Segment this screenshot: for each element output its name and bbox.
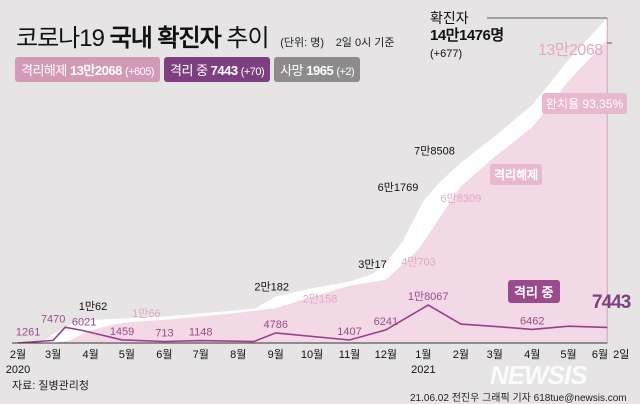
- legend-change: (+70): [240, 66, 265, 78]
- legend-label: 격리 중: [170, 63, 208, 78]
- total-label: 확진자: [430, 10, 469, 26]
- released-total-label: 13만2068: [538, 42, 603, 59]
- data-label: 3만17: [358, 258, 386, 271]
- recovery-rate-badge: 완치율 93.35%: [542, 93, 628, 114]
- legend-label: 사망: [280, 63, 304, 78]
- x-tick-label: 2일: [613, 347, 629, 361]
- data-label: 6462: [520, 315, 544, 327]
- x-tick-label: 2월: [10, 348, 26, 361]
- newsis-watermark: NEWSIS: [490, 360, 588, 390]
- x-tick-label: 3월: [45, 348, 61, 361]
- data-label: 2만182: [254, 281, 289, 294]
- unit-label: (단위: 명): [280, 37, 325, 49]
- legend-released: 격리해제 13만2068 (+605): [15, 57, 161, 82]
- legend-change: (+2): [336, 66, 355, 78]
- legend-value: 13만2068: [69, 63, 122, 78]
- legend-change: (+605): [124, 66, 155, 78]
- isolation-last-value: 7443: [592, 292, 631, 313]
- total-confirmed: 확진자 14만1476명 (+677): [430, 9, 504, 63]
- data-label: 2만158: [303, 293, 338, 306]
- data-label: 1459: [110, 326, 134, 338]
- x-tick-label: 2월: [453, 348, 469, 361]
- data-label: 7만8508: [414, 145, 455, 158]
- x-tick-label: 1월: [415, 348, 431, 361]
- data-label: 1만62: [79, 300, 107, 313]
- source-label: 자료: 질병관리청: [12, 380, 89, 392]
- total-value: 14만1476명: [430, 27, 504, 44]
- title-light: 코로나19: [16, 25, 105, 52]
- legend-deaths: 사망 1965 (+2): [274, 57, 361, 82]
- x-year-label: 2020: [6, 364, 30, 376]
- x-tick-label: 5월: [119, 348, 135, 361]
- data-label: 713: [155, 328, 173, 340]
- x-tick-label: 9월: [268, 348, 284, 361]
- data-label: 6021: [72, 316, 96, 328]
- data-label: 4786: [263, 319, 287, 331]
- title-end: 추이: [226, 25, 269, 52]
- legend-value: 7443: [210, 63, 238, 78]
- x-tick-label: 7월: [193, 348, 209, 361]
- x-tick-label: 10월: [301, 348, 323, 361]
- x-tick-label: 11월: [339, 348, 361, 361]
- data-label: 1261: [16, 326, 40, 338]
- total-change: (+677): [430, 48, 463, 60]
- x-tick-label: 8월: [230, 348, 246, 361]
- released-tag: 격리해제: [490, 164, 543, 185]
- x-tick-label: 3월: [487, 348, 503, 361]
- basis-label: 2일 0시 기준: [335, 37, 395, 49]
- x-tick-label: 12월: [375, 348, 397, 361]
- data-label: 1407: [337, 326, 361, 338]
- data-label: 7470: [41, 313, 65, 325]
- data-label: 1148: [189, 327, 213, 339]
- isolation-tag: 격리 중: [508, 280, 560, 303]
- x-tick-label: 6월: [156, 348, 172, 361]
- data-label: 6만8309: [441, 192, 482, 205]
- data-label: 1만66: [132, 307, 160, 320]
- data-label: 4만703: [401, 255, 436, 268]
- legend-value: 1965: [306, 63, 334, 78]
- data-label: 1만8067: [408, 290, 449, 303]
- released-area: [18, 39, 608, 343]
- legend-isolation: 격리 중 7443 (+70): [164, 57, 271, 82]
- x-year-label: 2021: [411, 364, 435, 376]
- title-bold: 국내 확진자: [109, 25, 222, 52]
- x-tick-label: 4월: [82, 348, 98, 361]
- data-label: 6241: [374, 316, 398, 328]
- credit-label: 21.06.02 전진우 그래픽 기자 618tue@newsis.com: [410, 393, 627, 404]
- x-tick-label: 5월: [560, 348, 576, 361]
- x-tick-label: 4월: [524, 348, 540, 361]
- legend-label: 격리해제: [21, 63, 67, 78]
- x-tick-label: 6월: [592, 348, 608, 361]
- page-title: 코로나19 국내 확진자 추이 (단위: 명) 2일 0시 기준: [16, 18, 395, 53]
- isolation-line: [17, 304, 608, 344]
- data-label: 6만1769: [378, 181, 419, 194]
- legend: 격리해제 13만2068 (+605) 격리 중 7443 (+70) 사망 1…: [15, 57, 361, 82]
